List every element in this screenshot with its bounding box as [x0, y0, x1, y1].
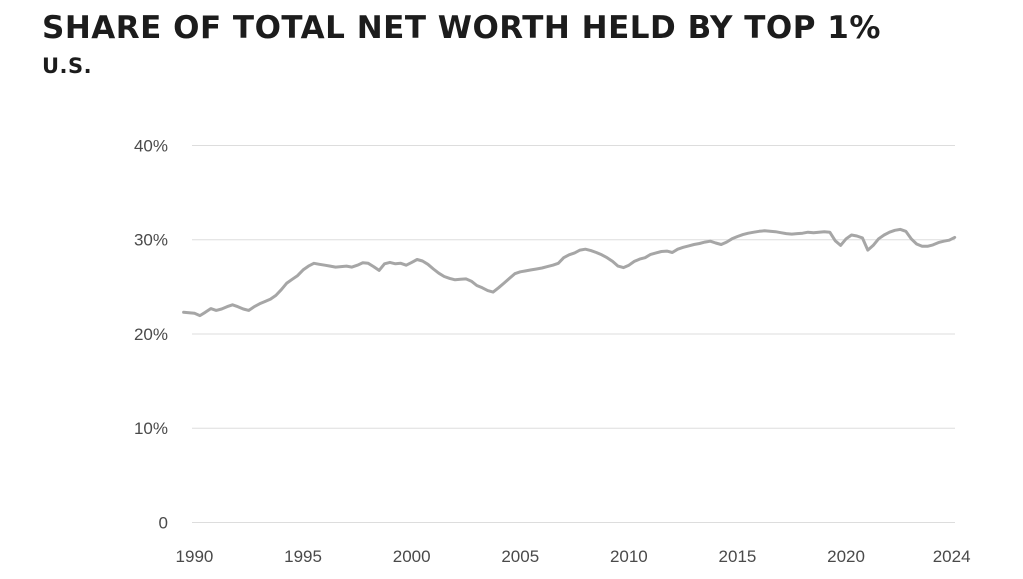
- y-axis-tick-label: 0: [159, 513, 168, 532]
- x-axis-tick-label: 2020: [827, 547, 865, 566]
- chart-title: SHARE OF TOTAL NET WORTH HELD BY TOP 1%: [42, 10, 881, 46]
- x-axis-tick-label: 1995: [284, 547, 322, 566]
- chart-subtitle: U.S.: [42, 54, 93, 78]
- y-axis-tick-label: 10%: [134, 419, 168, 438]
- x-axis-tick-label: 2010: [610, 547, 648, 566]
- x-axis-tick-label: 2005: [501, 547, 539, 566]
- y-axis-tick-label: 20%: [134, 325, 168, 344]
- net-worth-share-line: [182, 227, 957, 318]
- x-axis-tick-label: 1990: [176, 547, 214, 566]
- x-axis-tick-label: 2015: [719, 547, 757, 566]
- chart-header: SHARE OF TOTAL NET WORTH HELD BY TOP 1% …: [42, 10, 881, 78]
- x-axis-tick-label: 2000: [393, 547, 431, 566]
- y-axis-tick-label: 40%: [134, 136, 168, 155]
- x-axis-tick-label: 2024: [933, 547, 971, 566]
- y-axis-tick-label: 30%: [134, 231, 168, 250]
